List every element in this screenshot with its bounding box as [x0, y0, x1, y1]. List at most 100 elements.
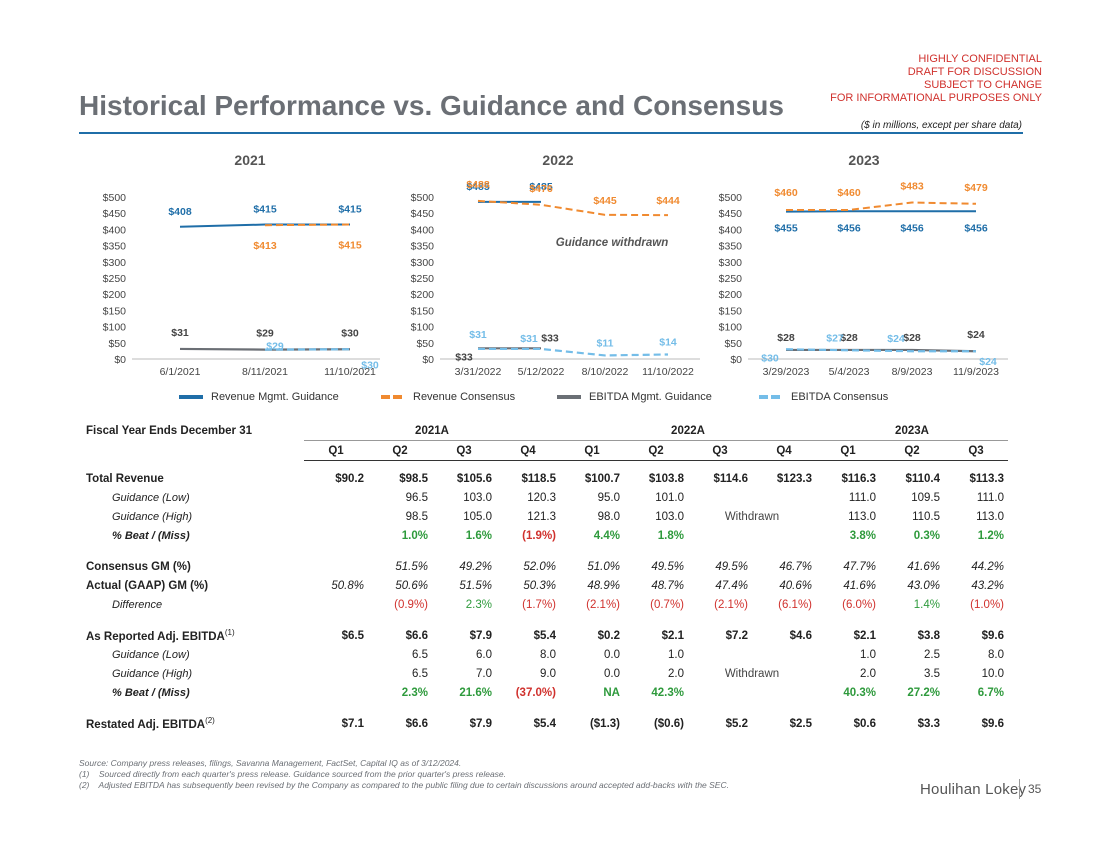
- quarter-header: Q2: [368, 440, 432, 461]
- confidential-line: FOR INFORMATIONAL PURPOSES ONLY: [830, 92, 1042, 104]
- data-label: $30: [341, 327, 359, 339]
- row-label: % Beat / (Miss): [112, 686, 190, 699]
- value-cell: $3.3: [917, 717, 940, 730]
- legend-label: Revenue Mgmt. Guidance: [211, 391, 339, 403]
- quarter-header-row: Q1 Q2 Q3 Q4 Q1 Q2 Q3 Q4 Q1 Q2 Q3: [82, 440, 1008, 461]
- value-cell: [304, 507, 368, 526]
- x-tick-label: 3/31/2022: [455, 366, 502, 378]
- value-cell: (37.0%): [515, 686, 556, 699]
- value-cell: 2.3%: [465, 598, 492, 611]
- value-cell: (6.0%): [842, 598, 876, 611]
- y-tick-label: $300: [719, 257, 743, 269]
- value-cell: $116.3: [841, 472, 876, 485]
- value-cell: 111.0: [976, 491, 1004, 504]
- footnote-ref: (1): [224, 628, 235, 638]
- quarter-header: Q3: [688, 440, 752, 461]
- value-cell: 43.0%: [907, 579, 940, 592]
- value-cell: 109.5: [911, 491, 940, 504]
- data-label: $28: [903, 332, 921, 344]
- value-cell: $9.6: [981, 629, 1004, 642]
- value-cell: [688, 683, 752, 702]
- value-cell: $110.4: [905, 472, 940, 485]
- value-cell: 47.4%: [715, 579, 748, 592]
- value-cell: 3.8%: [849, 529, 876, 542]
- row-label: Restated Adj. EBITDA(2): [82, 714, 304, 733]
- revenue-guidance-low-row: Guidance (Low) 96.5 103.0 120.3 95.0 101.0 111…: [82, 488, 1008, 507]
- value-cell: 8.0: [540, 648, 556, 661]
- quarter-header: Q1: [816, 440, 880, 461]
- y-tick-label: $150: [719, 305, 743, 317]
- data-label: $415: [338, 204, 362, 216]
- data-label: $408: [168, 206, 192, 218]
- spacer-row: [82, 461, 1008, 470]
- data-label: $33: [541, 332, 559, 344]
- revenue-beat-row: % Beat / (Miss) 1.0% 1.6% (1.9%) 4.4% 1.8% 3.8…: [82, 526, 1008, 545]
- y-tick-label: $500: [411, 192, 435, 204]
- row-label: % Beat / (Miss): [112, 529, 190, 542]
- year-header: 2021A: [304, 421, 560, 441]
- y-tick-label: $500: [719, 192, 743, 204]
- y-tick-label: $50: [724, 338, 742, 350]
- value-cell: 49.2%: [459, 560, 492, 573]
- value-cell: 0.3%: [913, 529, 940, 542]
- y-tick-label: $500: [103, 192, 127, 204]
- value-cell: 6.7%: [977, 686, 1004, 699]
- data-label: $30: [361, 359, 379, 371]
- value-cell: 2.0: [860, 667, 876, 680]
- legend-swatch: [557, 395, 581, 399]
- data-label: $14: [659, 336, 677, 348]
- x-tick-label: 3/29/2023: [763, 366, 810, 378]
- y-tick-label: $300: [411, 257, 435, 269]
- row-label: Guidance (High): [112, 667, 193, 680]
- series-line-ebitda-consensus: [785, 348, 976, 353]
- gm-actual-row: Actual (GAAP) GM (%) 50.8% 50.6% 51.5% 50.3%…: [82, 576, 1008, 595]
- y-tick-label: $0: [422, 354, 434, 366]
- value-cell: 1.4%: [913, 598, 940, 611]
- legend-label: EBITDA Mgmt. Guidance: [589, 391, 712, 403]
- value-cell: 103.0: [463, 491, 492, 504]
- y-tick-label: $200: [719, 289, 743, 301]
- value-cell: 0.0: [604, 667, 620, 680]
- legend-swatch: [179, 395, 203, 399]
- y-tick-label: $400: [103, 224, 127, 236]
- spacer-cell: [82, 702, 1008, 714]
- value-cell: [304, 557, 368, 576]
- data-label: $445: [593, 195, 617, 207]
- chart-title: 2022: [542, 152, 573, 168]
- value-cell: 98.5: [405, 510, 428, 523]
- data-label: $488: [466, 179, 490, 191]
- series-line-revenue-consensus: [264, 223, 351, 227]
- withdrawn-label: Withdrawn: [724, 510, 780, 523]
- y-tick-label: $350: [103, 241, 127, 253]
- row-label: Consensus GM (%): [86, 560, 191, 573]
- row-label: Guidance (Low): [112, 491, 190, 504]
- data-label: $28: [777, 332, 795, 344]
- value-cell: 9.0: [540, 667, 556, 680]
- value-cell: $2.5: [789, 717, 812, 730]
- value-cell: [304, 683, 368, 702]
- confidential-line: HIGHLY CONFIDENTIAL: [918, 53, 1042, 65]
- data-label: $460: [837, 187, 861, 199]
- value-cell: 50.8%: [331, 579, 364, 592]
- value-cell: 8.0: [988, 648, 1004, 661]
- y-tick-label: $100: [411, 322, 435, 334]
- legend-item-revenue-guidance: Revenue Mgmt. Guidance: [179, 391, 339, 403]
- value-cell: 111.0: [848, 491, 876, 504]
- y-tick-label: $150: [103, 305, 127, 317]
- data-label: $11: [597, 337, 614, 349]
- year-header-row: Fiscal Year Ends December 31 2021A 2022A 20…: [82, 421, 1008, 441]
- page-title: Historical Performance vs. Guidance and …: [79, 90, 784, 121]
- row-label-text: Restated Adj. EBITDA: [86, 718, 206, 731]
- value-cell: 51.5%: [395, 560, 428, 573]
- y-tick-label: $200: [411, 289, 435, 301]
- guidance-charts: 2021 $0 $50 $100 $150 $200 $250 $300 $350 $400 $45…: [103, 152, 1008, 378]
- value-cell: 40.3%: [843, 686, 876, 699]
- value-cell: $114.6: [713, 472, 748, 485]
- y-tick-label: $50: [416, 338, 434, 350]
- value-cell: 52.0%: [523, 560, 556, 573]
- x-tick-label: 11/10/2021: [324, 366, 376, 378]
- value-cell: 95.0: [597, 491, 620, 504]
- value-cell: $0.2: [597, 629, 620, 642]
- value-cell: (0.9%): [394, 598, 428, 611]
- x-tick-label: 5/12/2022: [518, 366, 565, 378]
